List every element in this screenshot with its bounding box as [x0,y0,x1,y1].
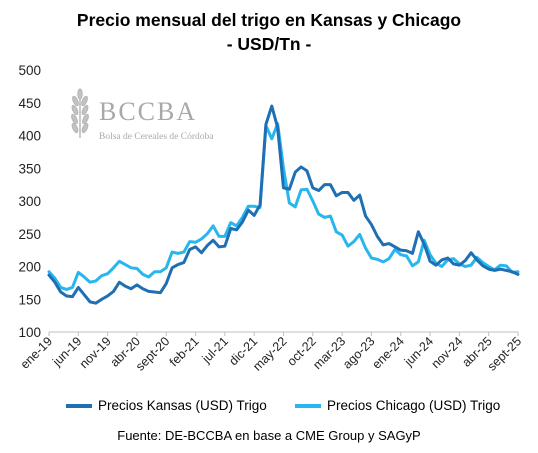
logo-tagline: Bolsa de Cereales de Córdoba [99,132,214,142]
wheat-ear-icon [71,88,89,138]
legend-swatch-kansas [66,403,92,408]
y-tick-label: 400 [18,129,41,144]
y-tick-label: 200 [18,260,41,275]
series-line-chicago [47,122,520,291]
chart-title-block: Precio mensual del trigo en Kansas y Chi… [0,8,538,56]
x-tick-label: mar-23 [310,334,348,372]
chart-title: Precio mensual del trigo en Kansas y Chi… [76,10,462,30]
y-tick-label: 300 [18,194,41,209]
bccba-logo: BCCBA Bolsa de Cereales de Córdoba [71,88,214,142]
y-tick-label: 350 [18,161,41,176]
x-tick-label: jul-21 [199,334,231,366]
legend-item-chicago: Precios Chicago (USD) Trigo [295,398,500,413]
series-line-kansas [47,104,520,305]
y-tick-label: 100 [18,325,41,340]
x-tick-label: nov-24 [429,334,466,371]
y-tick-label: 150 [18,292,41,307]
legend-item-kansas: Precios Kansas (USD) Trigo [66,398,267,413]
legend-label-kansas: Precios Kansas (USD) Trigo [98,398,267,413]
logo-wordmark: BCCBA [99,97,197,126]
legend-label-chicago: Precios Chicago (USD) Trigo [327,398,501,413]
x-tick-label: nov-19 [77,334,114,371]
y-tick-label: 450 [18,96,41,111]
legend: Precios Kansas (USD) Trigo Precios Chica… [0,398,538,418]
y-tick-label: 250 [18,227,41,242]
x-tick-label: ago-23 [340,334,377,371]
x-tick-label: ene-24 [369,334,406,371]
series-layer [47,104,520,305]
legend-swatch-chicago [295,403,321,408]
source-note: Fuente: DE-BCCBA en base a CME Group y S… [117,428,421,443]
x-tick-label: feb-21 [167,334,202,369]
y-tick-label: 500 [18,63,41,78]
chart-subtitle: - USD/Tn - [226,34,312,54]
